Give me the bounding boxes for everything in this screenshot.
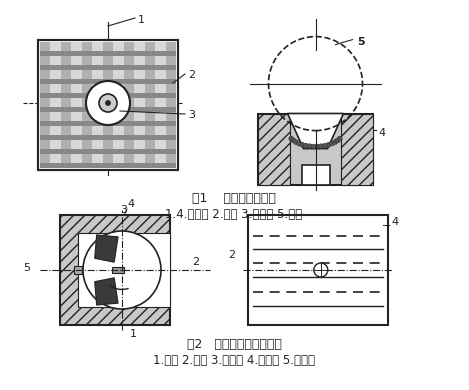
- Text: 1: 1: [138, 15, 145, 25]
- Bar: [40, 149, 176, 154]
- Text: 1.钻杆 2.挡板 3.卡瓦条 4.卡瓦体 5.螺栓孔: 1.钻杆 2.挡板 3.卡瓦条 4.卡瓦体 5.螺栓孔: [153, 354, 315, 367]
- Bar: [258, 113, 290, 185]
- Circle shape: [106, 101, 111, 106]
- Bar: [38, 40, 178, 170]
- Circle shape: [300, 142, 305, 147]
- Bar: [40, 121, 176, 126]
- Text: 4: 4: [391, 217, 398, 227]
- Text: 5: 5: [357, 37, 365, 46]
- Text: 3: 3: [188, 110, 195, 120]
- Bar: [38, 40, 178, 170]
- Bar: [155, 42, 166, 168]
- Circle shape: [314, 263, 328, 277]
- Bar: [112, 267, 124, 273]
- Bar: [40, 51, 176, 56]
- Bar: [74, 266, 82, 274]
- Bar: [51, 42, 61, 168]
- Bar: [144, 42, 155, 168]
- Circle shape: [99, 94, 117, 112]
- Bar: [71, 42, 82, 168]
- Bar: [248, 215, 388, 325]
- Text: 图1    整体式卡瓦结构: 图1 整体式卡瓦结构: [192, 192, 276, 205]
- Text: 2: 2: [228, 250, 235, 260]
- Polygon shape: [95, 278, 118, 305]
- Bar: [60, 215, 170, 325]
- Circle shape: [303, 143, 309, 148]
- Bar: [134, 42, 144, 168]
- Bar: [40, 93, 176, 98]
- Circle shape: [291, 138, 296, 143]
- Bar: [82, 42, 92, 168]
- Circle shape: [294, 140, 299, 145]
- Bar: [302, 165, 330, 185]
- Text: 4: 4: [378, 128, 385, 138]
- Circle shape: [329, 141, 334, 146]
- Circle shape: [311, 144, 316, 149]
- Circle shape: [335, 138, 340, 143]
- Bar: [40, 135, 176, 140]
- Circle shape: [333, 140, 338, 145]
- Bar: [61, 42, 71, 168]
- Bar: [258, 113, 373, 185]
- Circle shape: [326, 142, 331, 147]
- Text: 5: 5: [23, 263, 30, 273]
- Text: 1.4.卡瓦齿 2.沟槽 3.螺栓孔 5.钻杆: 1.4.卡瓦齿 2.沟槽 3.螺栓孔 5.钻杆: [166, 208, 303, 221]
- Circle shape: [83, 231, 161, 309]
- Text: 1: 1: [130, 329, 137, 339]
- Bar: [103, 42, 113, 168]
- Circle shape: [315, 144, 320, 149]
- Bar: [92, 42, 103, 168]
- Polygon shape: [95, 235, 118, 262]
- Bar: [113, 42, 124, 168]
- Circle shape: [323, 143, 327, 148]
- Text: 3: 3: [120, 205, 127, 215]
- Bar: [124, 42, 134, 168]
- Circle shape: [319, 144, 324, 149]
- Bar: [40, 65, 176, 70]
- Text: 图2   组合式卡瓦结构简图: 图2 组合式卡瓦结构简图: [187, 338, 281, 351]
- Circle shape: [86, 81, 130, 125]
- Circle shape: [307, 144, 312, 149]
- Circle shape: [289, 136, 294, 141]
- Bar: [166, 42, 176, 168]
- Circle shape: [296, 141, 302, 146]
- Text: 2: 2: [192, 257, 199, 267]
- Bar: [40, 163, 176, 168]
- Text: 4: 4: [127, 199, 134, 209]
- Bar: [40, 79, 176, 84]
- Bar: [341, 113, 373, 185]
- Polygon shape: [287, 113, 343, 149]
- Bar: [40, 42, 51, 168]
- Bar: [78, 233, 170, 307]
- Circle shape: [337, 136, 342, 141]
- Text: 2: 2: [188, 70, 195, 80]
- Bar: [40, 107, 176, 112]
